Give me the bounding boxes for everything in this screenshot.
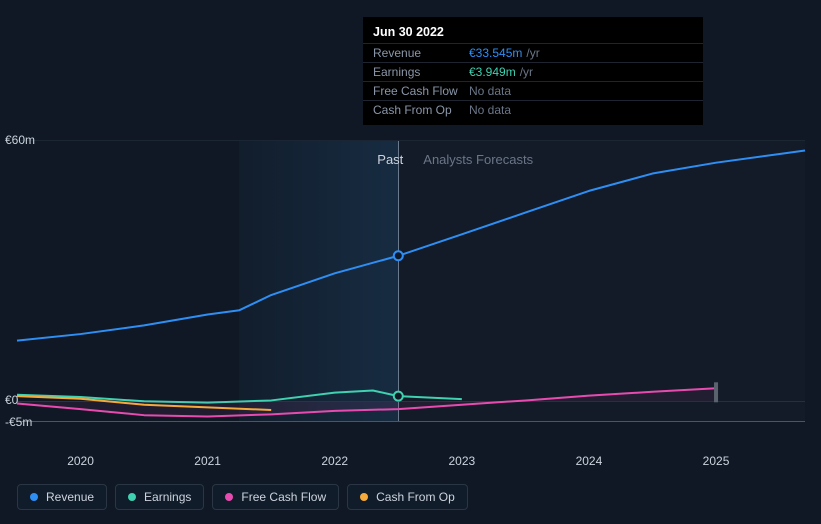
tooltip-row-unit: /yr <box>526 46 539 60</box>
legend-label: Earnings <box>144 490 191 504</box>
tooltip-row-value: No data <box>469 103 511 117</box>
series-svg <box>17 141 805 421</box>
tooltip-row-label: Free Cash Flow <box>373 84 469 98</box>
forecast-label: Analysts Forecasts <box>423 152 533 167</box>
series-marker <box>394 251 403 260</box>
tooltip-row-value: €33.545m <box>469 46 522 60</box>
past-label: Past <box>377 152 403 167</box>
legend-item-cash-from-op[interactable]: Cash From Op <box>347 484 468 510</box>
tooltip-row-label: Revenue <box>373 46 469 60</box>
tooltip-row-label: Cash From Op <box>373 103 469 117</box>
tooltip-row-unit: /yr <box>520 65 533 79</box>
x-tick-label: 2025 <box>703 454 730 468</box>
legend-item-earnings[interactable]: Earnings <box>115 484 204 510</box>
x-axis: 2020 2021 2022 2023 2024 2025 <box>17 450 805 470</box>
legend-swatch <box>30 493 38 501</box>
legend: Revenue Earnings Free Cash Flow Cash From O… <box>17 484 468 510</box>
series-line <box>17 151 805 341</box>
legend-label: Revenue <box>46 490 94 504</box>
x-tick-label: 2021 <box>194 454 221 468</box>
tooltip-row-value: No data <box>469 84 511 98</box>
x-tick-label: 2023 <box>448 454 475 468</box>
legend-label: Cash From Op <box>376 490 455 504</box>
legend-label: Free Cash Flow <box>241 490 326 504</box>
tooltip-row: Cash From OpNo data <box>363 100 703 119</box>
series-marker <box>394 392 403 401</box>
y-tick-label: €60m <box>5 133 35 147</box>
x-tick-label: 2020 <box>67 454 94 468</box>
tooltip-row: Free Cash FlowNo data <box>363 81 703 100</box>
legend-swatch <box>360 493 368 501</box>
legend-swatch <box>128 493 136 501</box>
tooltip-row: Revenue€33.545m/yr <box>363 43 703 62</box>
x-tick-label: 2022 <box>321 454 348 468</box>
hover-tooltip: Jun 30 2022 Revenue€33.545m/yrEarnings€3… <box>363 17 703 125</box>
legend-item-revenue[interactable]: Revenue <box>17 484 107 510</box>
tooltip-rows: Revenue€33.545m/yrEarnings€3.949m/yrFree… <box>363 43 703 119</box>
tooltip-row-label: Earnings <box>373 65 469 79</box>
tooltip-row: Earnings€3.949m/yr <box>363 62 703 81</box>
x-tick-label: 2024 <box>576 454 603 468</box>
legend-swatch <box>225 493 233 501</box>
y-tick-label: €0 <box>5 393 18 407</box>
legend-item-free-cash-flow[interactable]: Free Cash Flow <box>212 484 339 510</box>
tooltip-title: Jun 30 2022 <box>363 23 703 43</box>
plot-area[interactable] <box>17 140 805 422</box>
tooltip-row-value: €3.949m <box>469 65 516 79</box>
y-tick-label: -€5m <box>5 415 32 429</box>
